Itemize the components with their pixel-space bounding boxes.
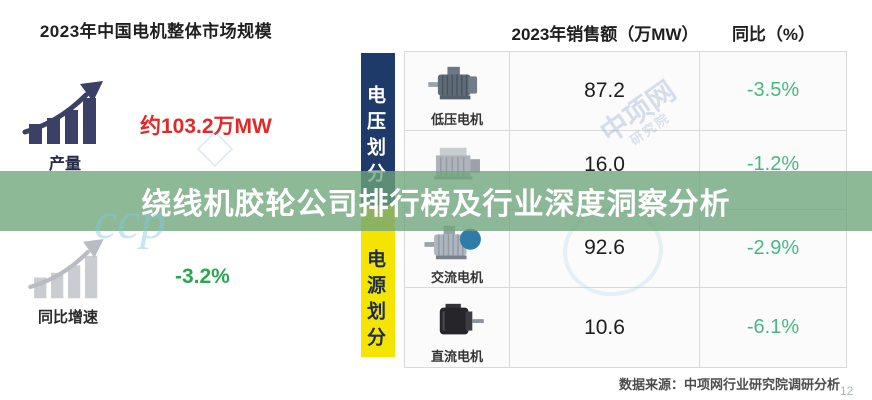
sales-value: 16.0: [584, 152, 625, 176]
table-row-dc-motor: 直流电机 10.6 -6.1%: [405, 288, 846, 367]
growth-label: 同比增速: [37, 309, 98, 326]
growth-value: -3.2%: [175, 265, 230, 288]
motor-label: 直流电机: [430, 349, 483, 365]
sales-value: 10.6: [584, 315, 625, 339]
banner-title: 绕线机胶轮公司排行榜及行业深度洞察分析: [141, 188, 731, 221]
dc-motor-icon: [439, 303, 484, 335]
production-bar-chart-icon: [22, 81, 103, 144]
growth-bar-chart-icon: [28, 238, 104, 299]
low-voltage-motor-icon: [428, 67, 478, 100]
sales-value: 87.2: [584, 78, 625, 102]
production-label: 产量: [48, 156, 81, 173]
column-header-sales: 2023年销售额（万MW）: [511, 25, 699, 44]
column-header-yoy: 同比（%）: [731, 25, 816, 44]
motor-label: 低压电机: [430, 112, 483, 128]
yoy-value: -6.1%: [746, 316, 800, 339]
production-value: 约103.2万MW: [140, 115, 272, 138]
sales-value: 92.6: [584, 236, 625, 260]
left-panel-title: 2023年中国电机整体市场规模: [39, 22, 273, 41]
yoy-value: -2.9%: [746, 236, 800, 259]
motor-label: 交流电机: [430, 269, 483, 285]
table-row-low-voltage-motor: 低压电机 87.2 -3.5%: [405, 52, 846, 131]
data-source-note: 数据来源：中项网行业研究院调研分析: [618, 377, 840, 392]
title-banner: 绕线机胶轮公司排行榜及行业深度洞察分析: [0, 171, 872, 231]
yoy-value: -1.2%: [746, 153, 800, 176]
page-number: 12: [840, 384, 854, 398]
table-row-ac-motor: 交流电机 92.6 -2.9%: [405, 209, 846, 289]
yoy-value: -3.5%: [746, 79, 800, 102]
